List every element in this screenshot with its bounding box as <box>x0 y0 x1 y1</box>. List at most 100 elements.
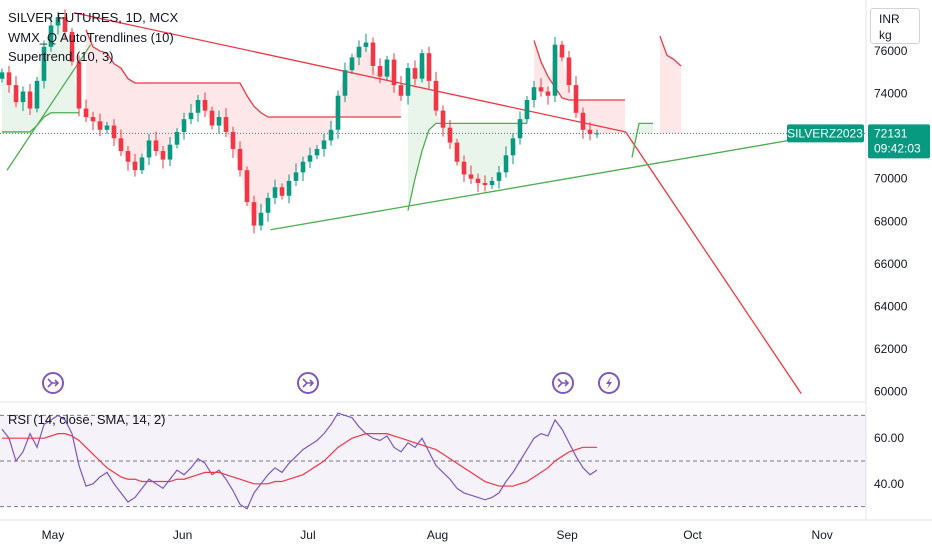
price-axis: 6000062000640006600068000700007200074000… <box>874 44 908 398</box>
price-tick-label: 62000 <box>874 342 908 356</box>
symbol-tag-bg <box>787 124 864 143</box>
candle-body <box>475 178 481 183</box>
price-grid <box>0 0 932 521</box>
candle-body <box>461 161 467 175</box>
candle-body <box>55 17 61 26</box>
indicator-autotrendlines[interactable]: WMX_Q AutoTrendlines (10) <box>8 30 174 45</box>
event-markers[interactable] <box>42 372 620 394</box>
candle <box>342 62 348 103</box>
candle <box>251 195 257 234</box>
candle-body <box>384 59 390 77</box>
candle <box>517 111 523 145</box>
candle <box>496 165 502 189</box>
candle <box>293 163 299 186</box>
split-glyph <box>557 378 570 388</box>
trendlines <box>6 12 814 394</box>
candle-body <box>559 44 565 58</box>
indicator-rsi[interactable]: RSI (14, close, SMA, 14, 2) <box>8 412 166 427</box>
candle-body <box>468 174 474 179</box>
candle-body <box>139 157 145 171</box>
candle-body <box>552 44 558 96</box>
split-glyph <box>47 378 60 388</box>
candle-body <box>27 91 33 109</box>
candle <box>370 37 376 75</box>
supertrend-up-fill <box>2 17 79 132</box>
currency-unit-button[interactable]: INR kg <box>870 8 920 44</box>
candle <box>125 145 131 171</box>
candle <box>286 174 292 204</box>
candle-body <box>258 212 264 226</box>
candle-body <box>293 172 299 181</box>
split-icon[interactable] <box>552 372 574 394</box>
split-icon[interactable] <box>297 372 319 394</box>
trendline-support <box>270 135 814 231</box>
candle <box>391 53 397 93</box>
candle <box>573 76 579 118</box>
candle <box>153 131 159 157</box>
time-tick-label: Sep <box>556 528 578 542</box>
rsi-line <box>1 412 598 510</box>
trendline-resistance <box>73 12 802 394</box>
candle-body <box>580 112 586 130</box>
supertrend-down-line <box>85 29 401 118</box>
candle-body <box>118 138 124 152</box>
supertrend-line <box>2 29 682 211</box>
candle-body <box>314 148 320 156</box>
candle-body <box>6 72 12 86</box>
trendline-support <box>6 44 92 171</box>
candle-body <box>377 65 383 77</box>
candle-body <box>566 57 572 86</box>
candle-body <box>0 72 5 79</box>
unit-label: kg <box>879 28 892 42</box>
candle-body <box>482 182 488 186</box>
candle <box>552 37 558 103</box>
split-icon[interactable] <box>42 372 64 394</box>
supertrend-up-line <box>2 112 79 133</box>
candle-body <box>524 100 530 120</box>
candle <box>174 128 180 149</box>
candle <box>160 145 166 169</box>
candle <box>69 28 75 66</box>
candle <box>195 94 201 122</box>
candle-body <box>20 91 26 103</box>
candle <box>419 49 425 83</box>
time-tick-label: Nov <box>811 528 832 542</box>
candle <box>34 77 40 113</box>
candle-body <box>62 17 68 32</box>
candle-body <box>286 180 292 196</box>
candle-body <box>531 87 537 100</box>
candle <box>258 203 264 231</box>
price-tick-label: 76000 <box>874 44 908 58</box>
candle <box>349 53 355 75</box>
candle-body <box>489 180 495 186</box>
candle <box>475 173 481 192</box>
candle-body <box>300 161 306 173</box>
price-tick-label: 70000 <box>874 172 908 186</box>
candle-body <box>76 61 82 109</box>
rsi-ma-line <box>2 433 597 487</box>
price-tick-label: 66000 <box>874 257 908 271</box>
indicator-supertrend[interactable]: Supertrend (10, 3) <box>8 49 114 64</box>
candle <box>0 68 5 83</box>
candle-body <box>503 155 509 173</box>
split-glyph <box>302 378 315 388</box>
candle-body <box>272 187 278 198</box>
supertrend-down-fill <box>660 36 681 134</box>
lightning-icon[interactable] <box>598 372 620 394</box>
candle-body <box>342 70 348 96</box>
candle-body <box>230 131 236 149</box>
price-tick-label: 60000 <box>874 384 908 398</box>
candle <box>132 154 138 177</box>
candle <box>83 99 89 123</box>
price-tick-label: 68000 <box>874 214 908 228</box>
candle-body <box>440 110 446 128</box>
chart-title[interactable]: SILVER FUTURES, 1D, MCX <box>8 10 179 25</box>
candle-body <box>125 151 131 162</box>
candle-body <box>496 172 502 181</box>
candle-body <box>111 125 117 139</box>
candle-body <box>69 31 75 62</box>
candle <box>6 65 12 93</box>
candle-body <box>356 46 362 58</box>
candle <box>272 179 278 205</box>
